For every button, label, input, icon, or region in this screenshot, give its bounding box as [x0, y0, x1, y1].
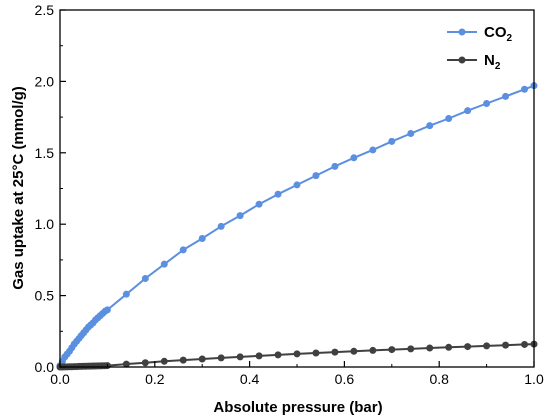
co2-point: [255, 200, 263, 208]
n2-point: [483, 342, 491, 350]
legend-item-co2: CO2: [447, 24, 513, 44]
n2-point: [407, 345, 415, 353]
co2-point: [274, 190, 282, 198]
n2-point: [255, 352, 263, 360]
co2-point: [350, 154, 358, 162]
x-tick-label: 0.4: [240, 371, 260, 387]
co2-point: [369, 146, 377, 154]
y-axis-title: Gas uptake at 25°C (mmol/g): [10, 86, 27, 290]
n2-point: [426, 344, 434, 352]
n2-point: [122, 360, 130, 368]
co2-series: [56, 82, 538, 370]
x-tick-label: 0.2: [145, 371, 165, 387]
legend-swatch-marker: [458, 56, 466, 64]
co2-point: [426, 122, 434, 130]
co2-point: [141, 274, 149, 282]
x-tick-label: 0.0: [50, 371, 70, 387]
legend-label-co2: CO2: [484, 24, 513, 44]
plot-marks: [56, 82, 538, 371]
n2-point: [217, 354, 225, 362]
legend-item-n2: N2: [447, 52, 501, 72]
x-tick-label: 1.0: [524, 371, 544, 387]
y-tick-label: 0.0: [35, 359, 55, 375]
n2-point: [179, 356, 187, 364]
co2-point: [521, 85, 529, 93]
co2-line: [59, 84, 535, 367]
co2-point: [331, 162, 339, 170]
co2-point: [464, 107, 472, 115]
co2-point: [407, 130, 415, 138]
co2-point: [198, 234, 206, 242]
x-tick-label: 0.8: [429, 371, 449, 387]
n2-point: [445, 343, 453, 351]
legend-swatch-marker: [458, 28, 466, 36]
n2-point: [502, 341, 510, 349]
y-tick-label: 0.5: [35, 288, 55, 304]
co2-point: [388, 137, 396, 145]
y-tick-label: 2.0: [35, 73, 55, 89]
co2-point: [160, 260, 168, 268]
co2-point: [217, 222, 225, 230]
n2-point: [369, 346, 377, 354]
y-tick-label: 1.5: [35, 145, 55, 161]
n2-point: [160, 357, 168, 365]
n2-point: [331, 348, 339, 356]
x-axis-title: Absolute pressure (bar): [213, 399, 382, 416]
legend-label-n2: N2: [484, 52, 501, 72]
n2-point: [388, 346, 396, 354]
n2-point: [198, 355, 206, 363]
n2-point: [293, 350, 301, 358]
n2-point: [274, 351, 282, 359]
n2-point: [236, 353, 244, 361]
y-tick-label: 1.0: [35, 216, 55, 232]
n2-point: [521, 340, 529, 348]
co2-point: [293, 181, 301, 189]
x-tick-label: 0.6: [335, 371, 355, 387]
n2-point: [350, 347, 358, 355]
axis-ticks: 0.0 0.2 0.4 0.6 0.8 1.0 0.0 0.5 1.0 1.5 2.0 2.5: [35, 2, 544, 387]
co2-point: [445, 115, 453, 123]
co2-point: [236, 212, 244, 220]
co2-point: [103, 306, 111, 314]
co2-point: [179, 246, 187, 254]
n2-point: [141, 359, 149, 367]
n2-point: [312, 349, 320, 357]
co2-point: [483, 100, 491, 108]
y-tick-label: 2.5: [35, 2, 55, 18]
co2-point: [502, 92, 510, 100]
co2-point: [122, 290, 130, 298]
co2-point: [312, 172, 320, 180]
plot-frame: [59, 9, 535, 368]
n2-point: [464, 343, 472, 351]
